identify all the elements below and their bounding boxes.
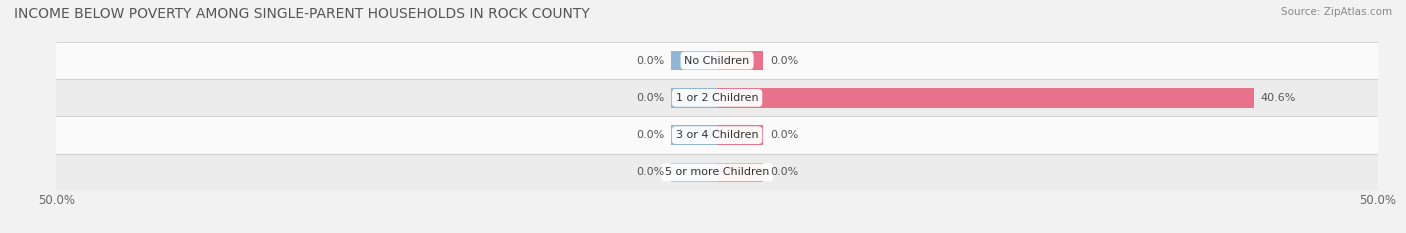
Bar [56, 79, 1378, 116]
Bar [56, 42, 1378, 79]
Bar [717, 125, 763, 145]
Bar [717, 88, 1254, 108]
Text: 0.0%: 0.0% [636, 56, 664, 65]
Bar [717, 163, 763, 182]
Text: Source: ZipAtlas.com: Source: ZipAtlas.com [1281, 7, 1392, 17]
Text: No Children: No Children [685, 56, 749, 65]
Bar [671, 51, 717, 70]
Text: 0.0%: 0.0% [770, 56, 799, 65]
Text: 1 or 2 Children: 1 or 2 Children [676, 93, 758, 103]
Text: 0.0%: 0.0% [636, 168, 664, 177]
Bar [56, 116, 1378, 154]
Text: 0.0%: 0.0% [770, 130, 799, 140]
Bar [671, 88, 717, 108]
Bar [671, 125, 717, 145]
Text: 3 or 4 Children: 3 or 4 Children [676, 130, 758, 140]
Text: 0.0%: 0.0% [636, 93, 664, 103]
Text: INCOME BELOW POVERTY AMONG SINGLE-PARENT HOUSEHOLDS IN ROCK COUNTY: INCOME BELOW POVERTY AMONG SINGLE-PARENT… [14, 7, 589, 21]
Bar [717, 51, 763, 70]
Text: 40.6%: 40.6% [1260, 93, 1296, 103]
Bar [56, 154, 1378, 191]
Text: 0.0%: 0.0% [770, 168, 799, 177]
Bar [671, 163, 717, 182]
Text: 0.0%: 0.0% [636, 130, 664, 140]
Text: 5 or more Children: 5 or more Children [665, 168, 769, 177]
